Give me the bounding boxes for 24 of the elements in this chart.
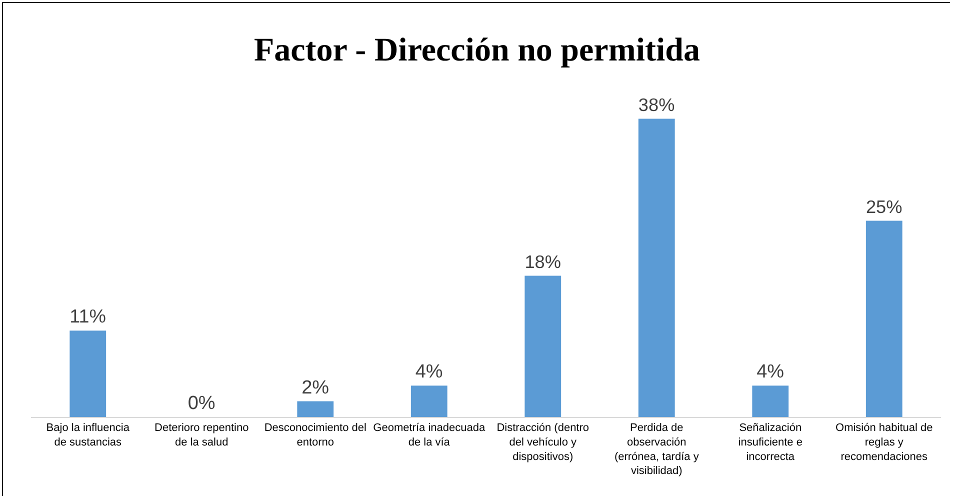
x-tick-label: Distracción (dentro del vehículo y dispositivos): [496, 422, 590, 463]
chart-title: Factor - Dirección no permitida: [254, 32, 700, 69]
bar: [410, 386, 448, 417]
x-tick-label: Señalización insuficiente e incorrecta: [738, 422, 802, 463]
data-label: 11%: [70, 306, 106, 327]
data-label: 25%: [866, 196, 902, 217]
x-tick-label: Omisión habitual de reglas y recomendaciones: [836, 422, 933, 463]
bar: [524, 276, 562, 417]
bar: [638, 118, 675, 417]
data-label: 4%: [415, 362, 443, 383]
bar: [866, 220, 902, 417]
x-tick-label: Perdida de observación (errónea, tardía y visibilidad): [614, 422, 700, 478]
x-tick-label: Geometría inadecuada de la vía: [373, 422, 486, 448]
data-label: 4%: [756, 362, 784, 383]
x-tick-label: Bajo la influencia de sustancias: [46, 422, 130, 448]
x-tick-label: Desconocimiento del entorno: [264, 422, 366, 448]
data-label: 38%: [638, 94, 675, 115]
x-tick-label: Deterioro repentino de la salud: [154, 422, 249, 448]
bar: [297, 401, 334, 417]
data-label: 18%: [524, 252, 561, 272]
bar: [752, 386, 789, 417]
data-label: 2%: [302, 377, 330, 398]
bar: [70, 330, 106, 417]
data-label: 0%: [188, 393, 216, 414]
